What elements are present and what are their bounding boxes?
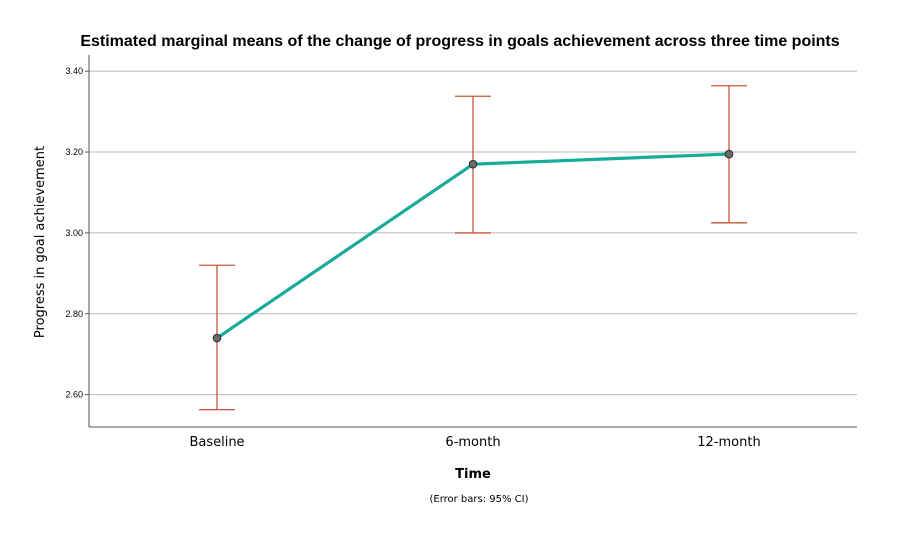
error-bar-note: (Error bars: 95% CI): [429, 494, 528, 505]
error-bars: [199, 85, 747, 411]
data-point: [724, 149, 734, 159]
x-axis-label: Time: [455, 467, 491, 482]
x-tick-label: 12-month: [697, 435, 760, 450]
y-tick-label: 3.00: [65, 228, 83, 238]
x-tick-label: Baseline: [189, 435, 244, 450]
data-points: [212, 149, 734, 343]
y-tick-label: 3.40: [65, 66, 83, 76]
data-point: [468, 159, 478, 169]
x-tick-label: 6-month: [445, 435, 500, 450]
y-axis-label: Progress in goal achievement: [33, 146, 48, 338]
y-tick-label: 2.80: [65, 309, 83, 319]
x-tick-labels: Baseline 6-month 12-month: [189, 435, 760, 450]
y-tick-label: 2.60: [65, 390, 83, 400]
data-point: [212, 333, 222, 343]
chart-title: Estimated marginal means of the change o…: [80, 33, 839, 50]
y-tick-labels: 2.60 2.80 3.00 3.20 3.40: [65, 66, 83, 399]
axes-layer: [85, 55, 857, 428]
y-tick-label: 3.20: [65, 147, 83, 157]
